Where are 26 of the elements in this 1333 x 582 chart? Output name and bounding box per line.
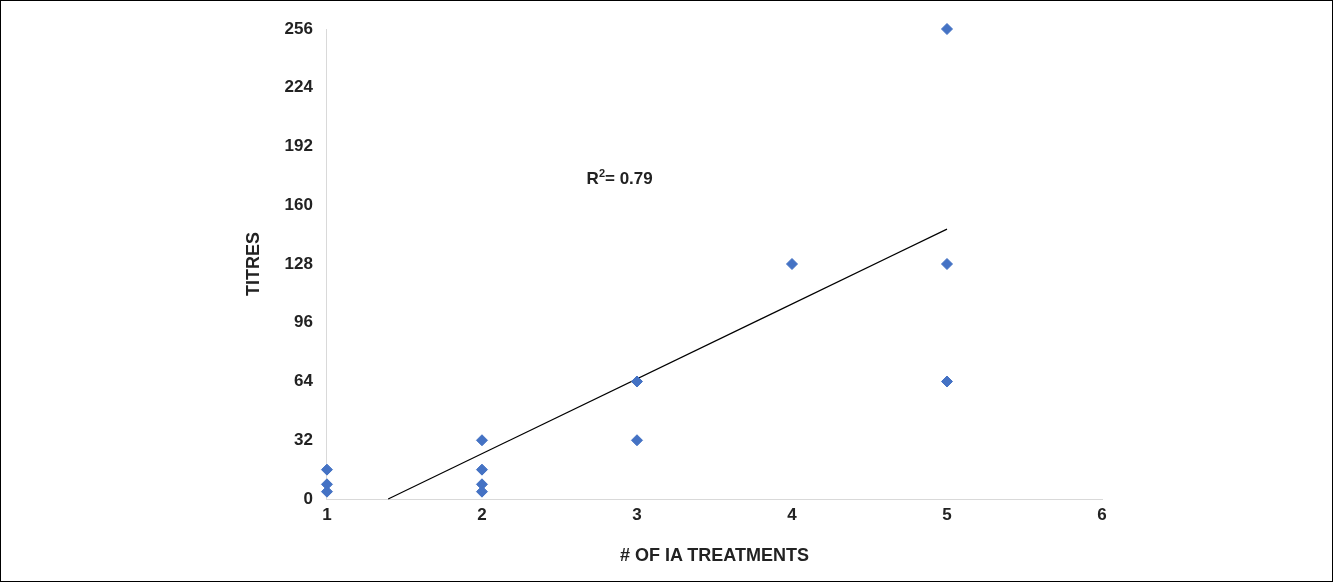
x-tick-label: 1 [322,504,332,524]
point [940,23,953,35]
y-tick-label: 32 [294,429,313,449]
y-tick-label: 256 [284,18,313,38]
y-tick-label: 64 [294,371,314,391]
y-tick-label: 0 [303,488,313,508]
x-tick-label: 3 [632,504,642,524]
y-tick-label: 96 [294,312,313,332]
point [630,434,643,447]
point [940,258,953,270]
y-axis-title: TITRES [242,231,263,297]
point [475,434,488,447]
point [320,463,333,476]
y-tick-label: 128 [284,253,313,273]
y-tick-label: 224 [284,77,314,97]
x-tick-label: 2 [477,504,487,524]
point [940,375,953,388]
point [785,258,798,270]
point [475,463,488,476]
y-tick-label: 192 [284,136,313,156]
x-tick-label: 6 [1097,504,1107,524]
x-tick-label: 5 [942,504,952,524]
y-tick-label: 160 [284,194,313,214]
x-axis-title: # OF IA TREATMENTS [619,545,809,566]
point [630,375,643,388]
x-tick-label: 4 [787,504,798,524]
